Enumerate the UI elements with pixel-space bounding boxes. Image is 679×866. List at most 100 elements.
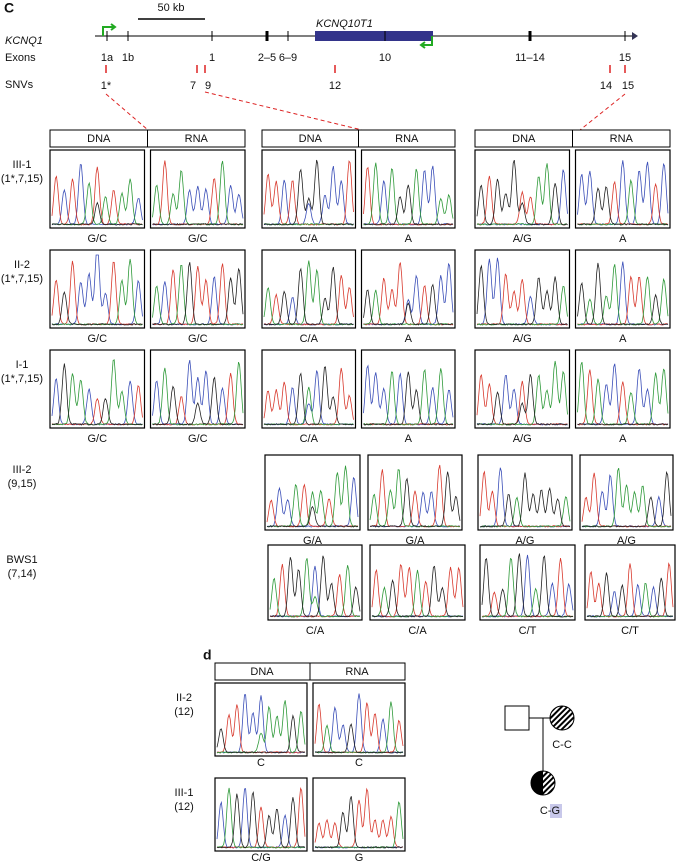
chromatogram-trace: [363, 283, 454, 326]
chromatogram-trace: [264, 166, 354, 226]
exon-label: 6–9: [279, 52, 297, 64]
chromatogram-trace: [314, 796, 403, 849]
sample-name: III-2: [13, 464, 32, 476]
chromatogram-trace: [476, 373, 568, 426]
chromatogram-trace: [263, 159, 354, 226]
chromatogram-trace: [263, 275, 354, 326]
chromatogram-box: [261, 349, 357, 429]
chromatogram-trace: [369, 471, 461, 528]
row-label: Exons: [5, 52, 36, 64]
chromatogram-trace: [263, 223, 354, 226]
chromatogram-trace: [577, 369, 669, 426]
exon-label: 10: [379, 52, 391, 64]
chromatogram-trace: [577, 423, 669, 426]
genotype-call: G/A: [303, 535, 323, 547]
chromatogram-trace: [152, 360, 243, 426]
chromatogram-trace: [363, 371, 454, 426]
sample-snvs: (1*,7,15): [1, 273, 43, 285]
exon-label: 1b: [122, 52, 134, 64]
chromatogram-trace: [481, 554, 574, 618]
chromatogram-trace: [363, 184, 454, 226]
chromatogram-trace: [479, 472, 571, 528]
sample-name: III-1: [13, 159, 32, 171]
genotype-call: A: [405, 233, 413, 245]
chromatogram-trace: [476, 360, 568, 426]
chromatogram-box: [360, 349, 456, 429]
chromatogram-trace: [577, 186, 669, 226]
chromatogram-trace: [370, 464, 461, 528]
gene-label: KCNQ10T1: [316, 18, 373, 30]
chromatogram-box: [360, 149, 456, 229]
genotype-highlight: [550, 804, 562, 818]
genotype-call: C/T: [621, 625, 639, 637]
chromatogram-box: [477, 454, 573, 531]
chromatogram-trace: [476, 264, 568, 326]
chromatogram-trace: [586, 562, 674, 618]
snv-label: 12: [329, 80, 341, 92]
chromatogram-trace: [476, 374, 568, 426]
chromatogram-box: [369, 544, 466, 621]
chromatogram-trace: [269, 555, 361, 618]
chromatogram-box: [574, 349, 671, 429]
genotype-call: C/A: [306, 625, 325, 637]
chromatogram-trace: [152, 222, 244, 226]
genotype-call: C/A: [408, 625, 427, 637]
panel-label: d: [203, 647, 212, 663]
pedigree-male: [504, 705, 530, 731]
snv-connector: [204, 91, 363, 131]
tss-arrow: [419, 36, 433, 49]
chromatogram-trace: [51, 166, 143, 226]
chromatogram-trace: [216, 714, 306, 754]
chromatogram-trace: [51, 363, 143, 426]
chromatogram-trace: [263, 260, 354, 326]
sample-snvs: (12): [174, 706, 194, 718]
chromatogram-box: [261, 149, 357, 229]
chromatogram-trace: [577, 160, 669, 226]
sample-name: III-1: [175, 787, 194, 799]
sample-snvs: (1*,7,15): [1, 173, 43, 185]
pedigree-proband-fill: [531, 771, 543, 795]
chromatogram-box: [149, 149, 246, 229]
chromatogram-trace: [152, 160, 244, 226]
header-label: DNA: [250, 666, 274, 678]
header-label: RNA: [610, 133, 634, 145]
header-label: RNA: [395, 133, 419, 145]
chromatogram-trace: [263, 266, 354, 326]
genotype-call: C/A: [300, 433, 319, 445]
genotype-call: A: [619, 333, 627, 345]
chromatogram-trace: [476, 163, 568, 226]
chromatogram-trace: [481, 553, 574, 618]
exon-label: 11–14: [515, 52, 545, 64]
gene-end: [632, 32, 638, 40]
snv-connector: [105, 93, 149, 131]
chromatogram-box: [267, 544, 363, 621]
sample-name: BWS1: [6, 554, 37, 566]
snv-connector: [579, 93, 626, 131]
chromatogram-trace: [152, 361, 244, 426]
chromatogram-trace: [269, 558, 361, 618]
chromatogram-box: [149, 349, 246, 429]
chromatogram-trace: [51, 359, 143, 426]
chromatogram-trace: [363, 289, 454, 326]
genotype-call: A/G: [513, 333, 532, 345]
chromatogram-trace: [266, 505, 359, 528]
snv-label: 9: [205, 80, 211, 92]
genotype-call: G/C: [87, 233, 107, 245]
chromatogram-box: [360, 249, 456, 329]
chromatogram-box: [49, 349, 146, 429]
chromatogram-trace: [52, 258, 143, 326]
gene-label: KCNQ1: [5, 35, 43, 47]
sample-name: II-2: [176, 692, 192, 704]
chromatogram-box: [149, 249, 246, 329]
chromatogram-trace: [263, 366, 354, 426]
chromatogram-box: [584, 544, 676, 621]
tss-arrow: [102, 23, 117, 36]
exon-label: 1a: [101, 52, 114, 64]
chromatogram-trace: [152, 262, 244, 326]
genotype-call: C: [257, 757, 265, 769]
genotype-call: G/C: [188, 333, 208, 345]
header-label: DNA: [299, 133, 323, 145]
chromatogram-trace: [52, 178, 143, 226]
row-label: SNVs: [5, 79, 34, 91]
chromatogram-trace: [51, 291, 143, 326]
